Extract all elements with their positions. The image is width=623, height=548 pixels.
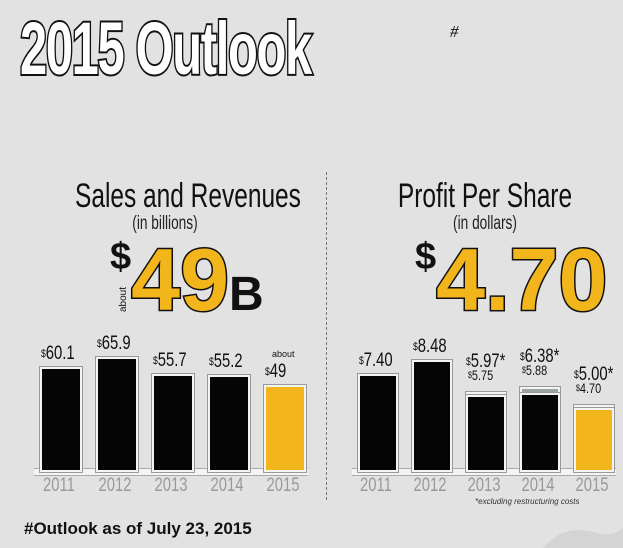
pps-chart-subtitle: (in dollars) xyxy=(453,213,517,234)
pps-value-label: $7.40 xyxy=(359,350,393,371)
sales-value-label: $49 xyxy=(265,361,287,382)
sales-chart-title: Sales and Revenues xyxy=(75,177,301,215)
pps-headline-currency: $ xyxy=(415,236,437,278)
restructuring-footnote: *excluding restructuring costs xyxy=(475,497,580,506)
pps-value-label: $5.88 xyxy=(522,362,548,378)
corner-decoration xyxy=(543,528,623,548)
pps-bar xyxy=(412,360,452,472)
sales-headline-value: 49 xyxy=(130,230,231,329)
sales-value-label: $65.9 xyxy=(97,333,131,354)
pps-year-label: 2012 xyxy=(413,475,447,496)
sales-bar xyxy=(96,357,138,472)
title-footnote-mark: # xyxy=(450,22,459,41)
pps-bar xyxy=(520,393,560,472)
sales-bar xyxy=(152,374,194,472)
pps-year-label: 2011 xyxy=(360,475,392,496)
sales-value-label: $55.2 xyxy=(209,351,243,372)
sales-year-label: 2012 xyxy=(98,475,132,496)
pps-year-label: 2013 xyxy=(467,475,501,496)
sales-value-label: $55.7 xyxy=(153,350,187,371)
sales-headline: $49B xyxy=(110,234,264,325)
panel-divider xyxy=(326,172,327,500)
outlook-date-footer: #Outlook as of July 23, 2015 xyxy=(24,519,252,538)
pps-chart-title: Profit Per Share xyxy=(397,177,573,215)
sales-bar xyxy=(264,385,306,472)
pps-bar xyxy=(358,374,398,472)
pps-excluding-label: $5.00* xyxy=(574,364,614,385)
sales-headline-currency: $ xyxy=(110,236,132,278)
pps-value-label: $8.48 xyxy=(413,336,447,357)
sales-year-label: 2011 xyxy=(43,475,75,496)
pps-bar xyxy=(574,408,614,472)
sales-value-label: $60.1 xyxy=(41,343,75,364)
pps-value-label: $5.75 xyxy=(468,367,494,383)
pps-headline: $4.70 xyxy=(415,234,609,325)
pps-excluding-label: $6.38* xyxy=(520,346,560,367)
sales-chart-subtitle: (in billions) xyxy=(132,213,198,234)
sales-value-qualifier: about xyxy=(272,349,295,359)
page-title: 2015 Outlook xyxy=(19,5,314,92)
sales-year-label: 2013 xyxy=(154,475,188,496)
pps-excluding-label: $5.97* xyxy=(466,351,506,372)
pps-value-label: $4.70 xyxy=(576,380,602,396)
pps-bar xyxy=(466,395,506,472)
sales-year-label: 2014 xyxy=(210,475,244,496)
sales-bar xyxy=(40,367,82,472)
pps-year-label: 2014 xyxy=(521,475,555,496)
sales-year-label: 2015 xyxy=(266,475,300,496)
sales-headline-unit: B xyxy=(229,268,264,321)
pps-headline-value: 4.70 xyxy=(435,230,609,329)
sales-bar xyxy=(208,375,250,472)
pps-year-label: 2015 xyxy=(575,475,609,496)
